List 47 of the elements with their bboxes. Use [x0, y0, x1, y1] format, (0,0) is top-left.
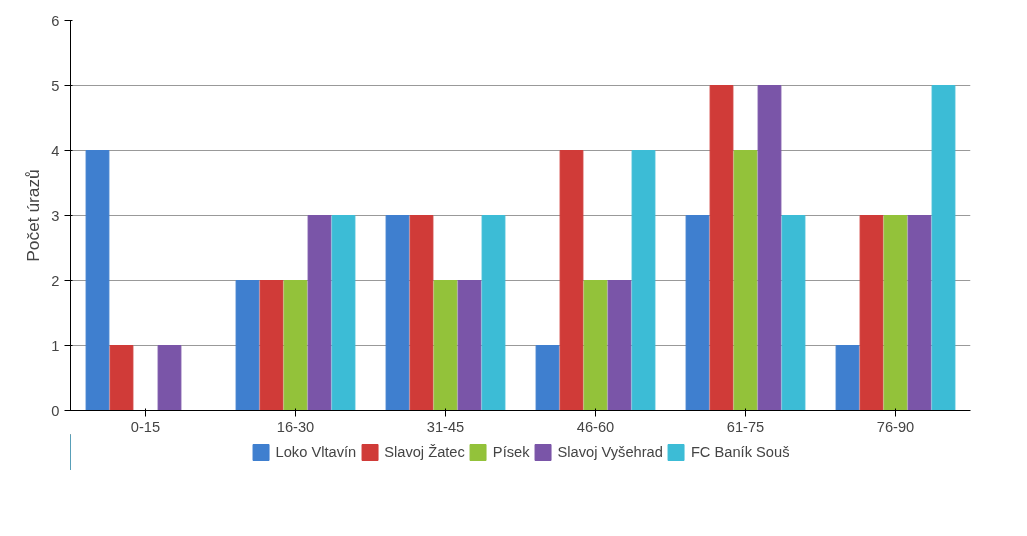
legend-label: Písek [492, 444, 530, 460]
y-tick-label: 0 [51, 402, 60, 419]
bar [283, 280, 308, 411]
x-tick-label: 31-45 [426, 418, 465, 435]
legend-label: FC Baník Souš [690, 444, 790, 460]
y-tick-label: 5 [51, 77, 60, 94]
bar [583, 280, 608, 411]
y-tick-label: 3 [51, 207, 60, 224]
bar [883, 215, 908, 411]
bar [535, 345, 560, 411]
bar [685, 215, 710, 411]
bar [433, 280, 458, 411]
y-tick-label: 2 [51, 272, 60, 289]
y-tick-label: 6 [51, 12, 60, 29]
x-tick-label: 16-30 [276, 418, 315, 435]
bar [709, 85, 734, 411]
bar [931, 85, 956, 411]
bar [631, 150, 656, 411]
legend-label: Loko Vltavín [275, 444, 357, 460]
x-tick-label: 76-90 [876, 418, 915, 435]
bar [781, 215, 806, 411]
legend-label: Slavoj Vyšehrad [557, 444, 663, 460]
bar [733, 150, 758, 411]
bar [457, 280, 482, 411]
x-tick-label: 46-60 [576, 418, 615, 435]
y-tick-label: 1 [51, 337, 60, 354]
y-tick-label: 4 [51, 142, 60, 159]
bar [385, 215, 410, 411]
bar [85, 150, 110, 411]
x-tick-label: 61-75 [726, 418, 765, 435]
bar [157, 345, 182, 411]
x-tick-label: 0-15 [130, 418, 161, 435]
legend-label: Slavoj Žatec [384, 444, 465, 460]
bar [835, 345, 860, 411]
bar [331, 215, 356, 411]
bar [259, 280, 284, 411]
bar [307, 215, 332, 411]
bar [607, 280, 632, 411]
bar [235, 280, 260, 411]
bar [409, 215, 434, 411]
bar [907, 215, 932, 411]
bar [859, 215, 884, 411]
bar [109, 345, 134, 411]
bar [481, 215, 506, 411]
y-axis-title: Počet úrazů [23, 169, 44, 262]
bar [559, 150, 584, 411]
bar [757, 85, 782, 411]
